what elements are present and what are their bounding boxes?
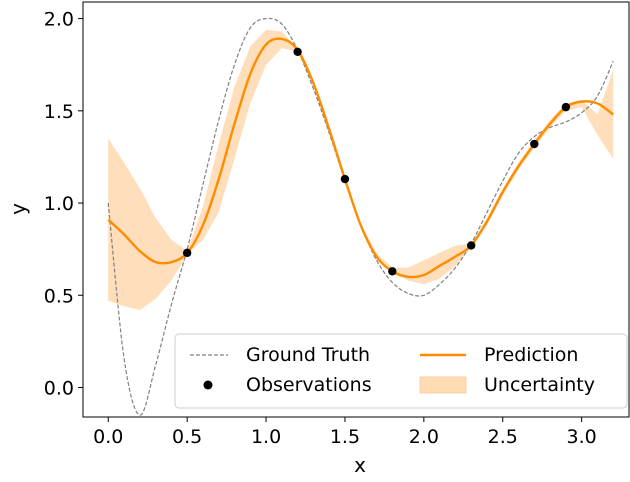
- x-tick-label: 0.5: [172, 426, 202, 448]
- y-tick-label: 1.0: [44, 193, 74, 215]
- y-tick-label: 0.0: [44, 377, 74, 399]
- legend-ground-truth-label: Ground Truth: [246, 344, 370, 366]
- y-axis-label: y: [6, 203, 30, 215]
- legend-uncertainty-symbol: [419, 376, 467, 394]
- legend-observations-label: Observations: [246, 374, 372, 396]
- observation-point: [388, 267, 397, 276]
- legend-prediction-label: Prediction: [484, 344, 578, 366]
- plot-area: [107, 17, 614, 416]
- series-group: [107, 17, 614, 416]
- y-tick-label: 1.5: [44, 101, 74, 123]
- x-tick-label: 1.5: [330, 426, 360, 448]
- y-tick-label: 0.5: [44, 285, 74, 307]
- axes-frame: [82, 1, 630, 418]
- x-tick-label: 2.5: [488, 426, 518, 448]
- legend: Ground Truth Prediction Observations Unc…: [174, 333, 628, 409]
- observation-point: [293, 47, 302, 56]
- legend-frame: [174, 333, 628, 409]
- legend-uncertainty-label: Uncertainty: [484, 374, 595, 396]
- prediction-line: [107, 37, 614, 279]
- x-tick-label: 3.0: [567, 426, 597, 448]
- observation-point: [561, 102, 571, 112]
- axes: 0.0 0.5 1.0 1.5 2.0 2.5 3.0 0.0 0.5 1.0 1.5 2.0: [44, 1, 630, 448]
- uncertainty-band: [108, 29, 614, 310]
- x-tick-label: 0.0: [93, 426, 123, 448]
- observation-point: [466, 241, 476, 250]
- x-axis-label: x: [354, 453, 366, 477]
- observation-point: [530, 139, 539, 149]
- y-tick-label: 2.0: [44, 9, 74, 31]
- observation-point: [182, 248, 192, 258]
- x-tick-label: 1.0: [251, 426, 281, 448]
- x-tick-label: 2.0: [409, 426, 439, 448]
- legend-observations-symbol: [203, 380, 213, 390]
- observation-point: [340, 174, 350, 184]
